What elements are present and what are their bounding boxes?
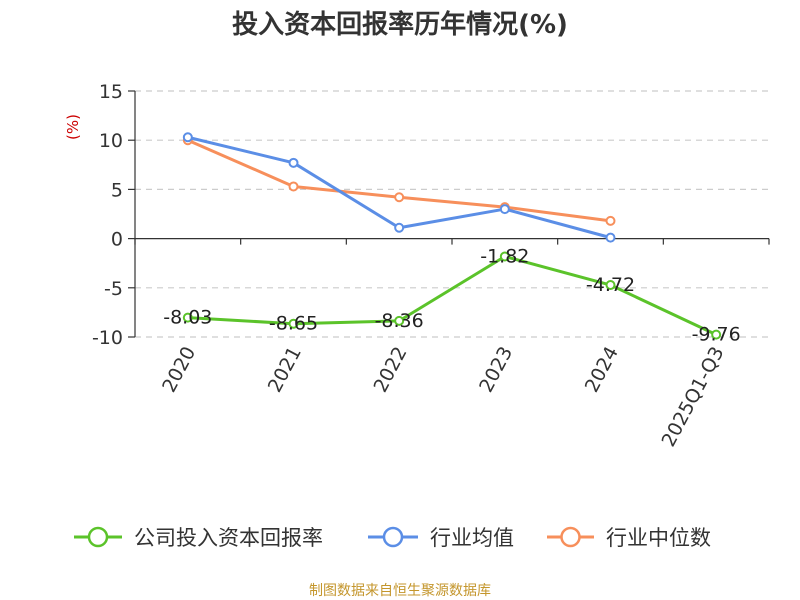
data-label: -4.72 — [586, 274, 635, 296]
x-tick-label: 2021 — [264, 343, 306, 396]
data-label: -9.76 — [692, 324, 741, 346]
series-line — [187, 255, 717, 336]
y-tick-label: 5 — [111, 179, 123, 201]
x-tick-label: 2023 — [475, 343, 517, 396]
legend-marker — [87, 526, 109, 548]
series-line — [187, 135, 611, 240]
y-tick-label: 0 — [111, 229, 123, 251]
y-axis-label: (%) — [64, 114, 82, 140]
data-point — [605, 280, 616, 291]
data-point — [288, 318, 299, 329]
y-tick-label: 10 — [99, 130, 123, 152]
x-tick-label: 2024 — [581, 343, 623, 396]
legend-label: 公司投入资本回报率 — [134, 526, 323, 550]
y-tick-labels: 15 10 5 0 -5 -10 — [92, 81, 123, 349]
x-tick-label: 2022 — [369, 343, 411, 396]
legend-marker — [382, 526, 404, 548]
x-tick-labels: 2020 2021 2022 2023 2024 2025Q1-Q3 — [158, 343, 728, 450]
axes — [128, 90, 770, 338]
data-point — [394, 192, 405, 203]
series-lines — [182, 132, 722, 340]
chart-title: 投入资本回报率历年情况(%) — [232, 9, 568, 40]
data-point — [605, 232, 616, 243]
data-label: -8.36 — [375, 310, 424, 332]
data-labels: -8.03 -8.65 -8.36 -1.82 -4.72 -9.76 — [163, 246, 741, 346]
data-point — [288, 157, 299, 168]
data-point — [182, 132, 193, 143]
y-tick-label: -5 — [104, 278, 123, 300]
y-tick-label: 15 — [99, 81, 123, 103]
x-tick-label: 2020 — [158, 343, 200, 396]
data-label: -1.82 — [480, 246, 529, 268]
data-point — [288, 181, 299, 192]
legend-marker — [560, 526, 581, 548]
data-point — [182, 312, 193, 323]
data-point — [394, 315, 405, 326]
y-tick-label: -10 — [92, 327, 123, 349]
grid-lines — [135, 90, 769, 338]
data-label: -8.03 — [163, 307, 212, 329]
source-note: 制图数据来自恒生聚源数据库 — [309, 583, 491, 599]
legend-label: 行业中位数 — [606, 526, 711, 550]
data-point — [605, 215, 616, 226]
legend-label: 行业均值 — [430, 526, 514, 550]
data-point — [394, 222, 405, 233]
x-tick-label: 2025Q1-Q3 — [658, 343, 729, 450]
data-label: -8.65 — [269, 313, 318, 335]
data-point — [499, 204, 510, 215]
data-point — [711, 329, 722, 340]
data-point — [499, 251, 510, 262]
legend: 公司投入资本回报率 行业均值 行业中位数 — [74, 526, 711, 550]
